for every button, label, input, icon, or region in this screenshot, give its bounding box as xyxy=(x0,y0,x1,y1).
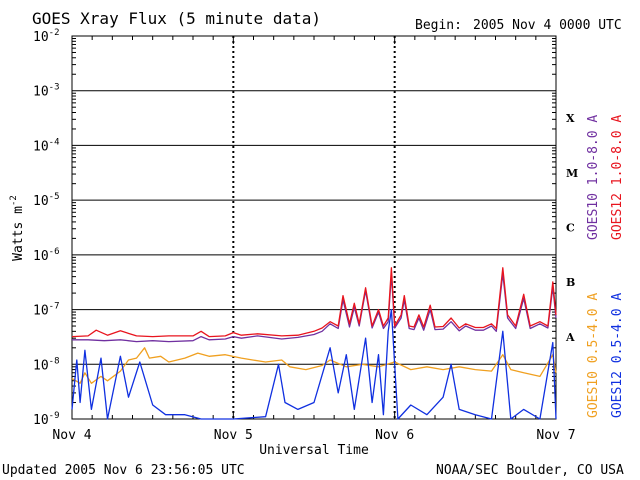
plot-area xyxy=(71,35,557,420)
y-tick-label: 10-7 xyxy=(33,302,60,319)
series-line xyxy=(72,273,557,343)
begin-label: Begin: xyxy=(415,18,462,33)
legend-goes10-short: GOES10 0.5-4.0 A xyxy=(586,293,601,418)
x-axis-label: Universal Time xyxy=(259,443,369,458)
series-line xyxy=(71,267,557,338)
flare-class-label: B xyxy=(566,276,575,289)
y-tick-label: 10-2 xyxy=(33,28,60,45)
y-tick-label: 10-4 xyxy=(33,137,60,154)
chart-title: GOES Xray Flux (5 minute data) xyxy=(32,9,321,28)
x-tick-label: Nov 4 xyxy=(52,428,91,443)
flare-class-label: M xyxy=(566,167,578,180)
x-tick-labels: Nov 4 Nov 5 Nov 6 Nov 7 xyxy=(52,428,575,443)
flare-class-label: C xyxy=(566,222,575,235)
flare-class-labels: X M C B A xyxy=(565,112,578,344)
y-tick-label: 10-9 xyxy=(33,411,60,428)
legend-goes12-short: GOES12 0.5-4.0 A xyxy=(610,293,625,418)
series-line xyxy=(71,347,557,384)
flare-class-label: A xyxy=(565,331,575,344)
series-line xyxy=(71,308,557,420)
updated-text: Updated 2005 Nov 6 23:56:05 UTC xyxy=(2,463,245,478)
y-tick-labels: 10-2 10-3 10-4 10-5 10-6 10-7 10-8 10-9 xyxy=(33,28,60,428)
y-axis-label: Watts m-2 xyxy=(9,195,26,261)
source-text: NOAA/SEC Boulder, CO USA xyxy=(436,463,624,478)
x-tick-label: Nov 7 xyxy=(536,428,575,443)
flare-class-label: X xyxy=(566,112,575,125)
series-lines xyxy=(71,267,557,420)
x-tick-label: Nov 6 xyxy=(375,428,414,443)
y-axis-label-group: Watts m-2 xyxy=(9,195,26,261)
grid-lines xyxy=(71,36,557,419)
y-tick-label: 10-8 xyxy=(33,356,60,373)
y-tick-label: 10-5 xyxy=(33,192,60,209)
y-tick-label: 10-6 xyxy=(33,247,60,264)
begin-value: 2005 Nov 4 0000 UTC xyxy=(473,18,622,33)
legend-goes12-long: GOES12 1.0-8.0 A xyxy=(610,115,625,240)
x-tick-label: Nov 5 xyxy=(214,428,253,443)
y-tick-label: 10-3 xyxy=(33,83,60,100)
legend-goes10-long: GOES10 1.0-8.0 A xyxy=(586,115,601,240)
